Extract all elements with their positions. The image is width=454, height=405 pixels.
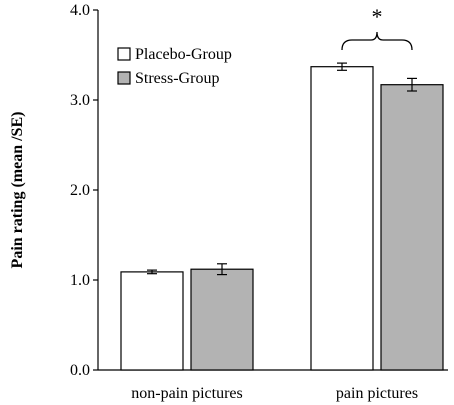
y-tick-label: 0.0 xyxy=(70,362,90,379)
error-bars xyxy=(147,62,417,276)
y-tick-label: 2.0 xyxy=(70,182,90,199)
bar-placebo xyxy=(120,271,184,371)
legend-label: Placebo-Group xyxy=(135,46,232,63)
legend-swatch xyxy=(117,71,131,85)
y-tick-label: 4.0 xyxy=(70,2,90,19)
significance-annotation: * xyxy=(341,4,413,51)
x-category-label: pain pictures xyxy=(336,385,418,402)
legend-label: Stress-Group xyxy=(135,70,219,87)
legend-swatch xyxy=(117,47,131,61)
legend: Placebo-Group Stress-Group xyxy=(117,46,232,87)
y-tick-label: 1.0 xyxy=(70,272,90,289)
y-axis-title: Pain rating (mean /SE) xyxy=(9,112,26,269)
bar-stress xyxy=(190,268,254,371)
axes: 0.0 1.0 2.0 3.0 4.0 Pain rating (mean /SE) non… xyxy=(9,2,448,402)
significance-brace xyxy=(341,31,413,51)
significance-star: * xyxy=(372,4,383,29)
bar-stress xyxy=(380,84,444,371)
bar-placebo xyxy=(310,66,374,371)
bars xyxy=(120,66,444,371)
x-category-label: non-pain pictures xyxy=(131,385,243,402)
y-tick-label: 3.0 xyxy=(70,92,90,109)
